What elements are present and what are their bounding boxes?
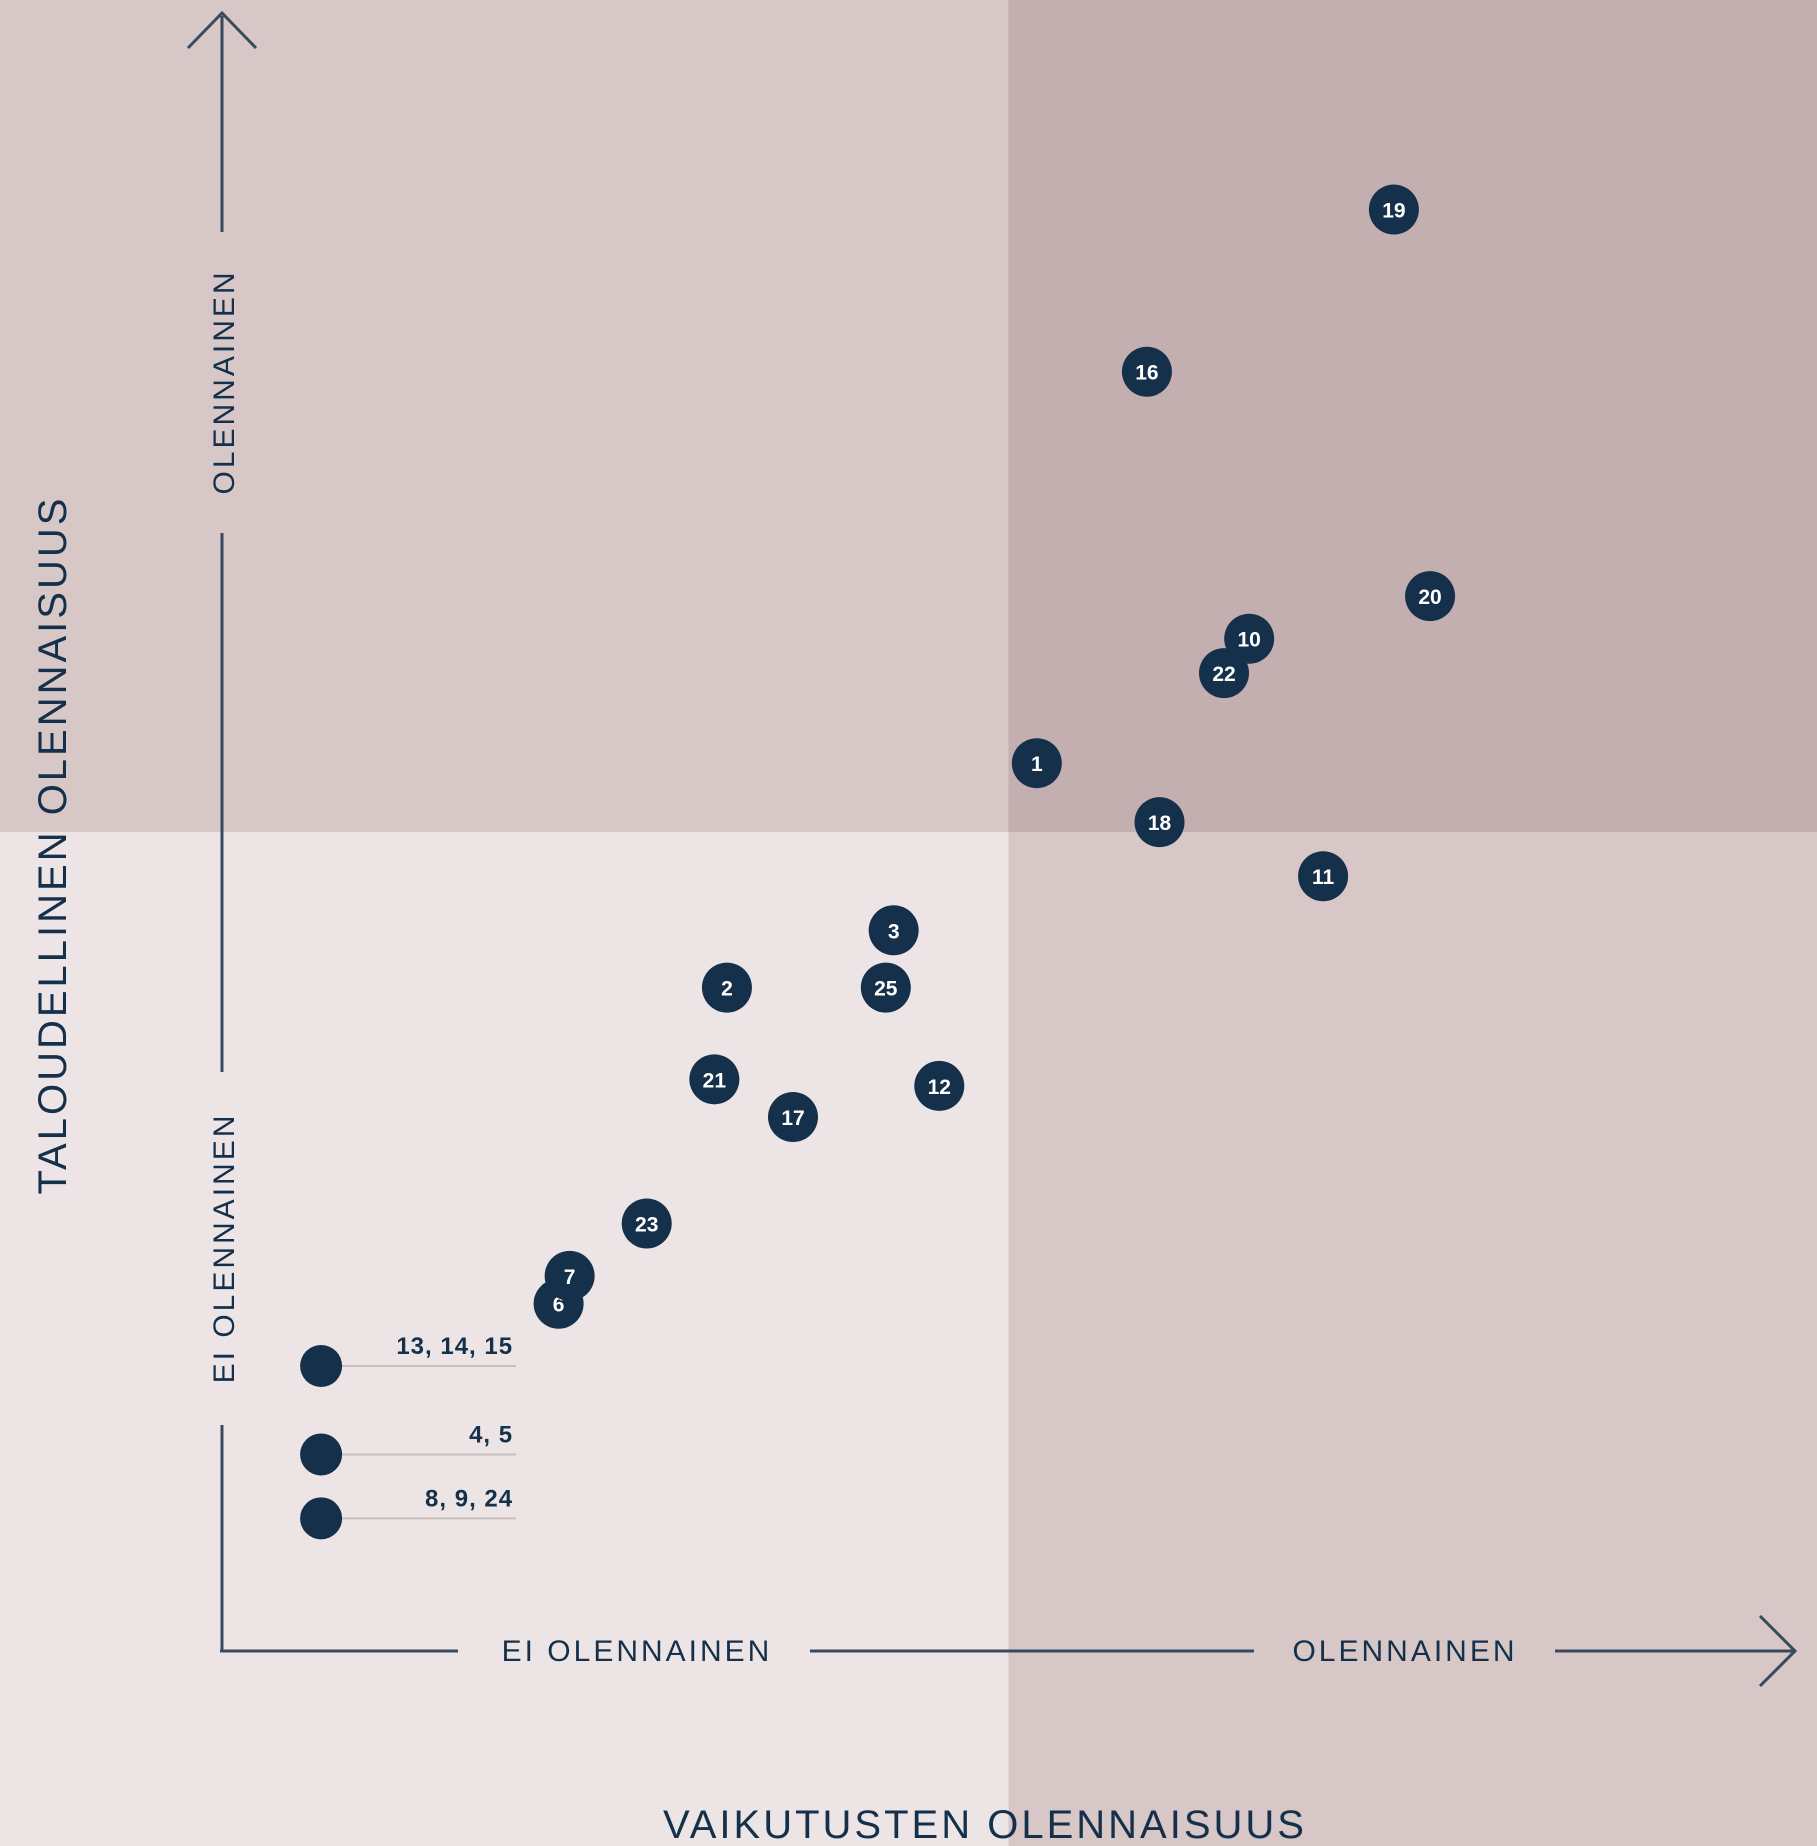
y-axis (186, 10, 258, 1651)
data-point (1134, 797, 1185, 848)
data-point (1121, 346, 1172, 397)
data-point (1199, 648, 1250, 699)
quadrant-double-material (1008, 0, 1817, 832)
group-point (300, 1344, 343, 1387)
data-point (689, 1054, 740, 1105)
data-point (701, 962, 752, 1013)
x-axis-high-label: OLENNAINEN (1292, 1635, 1517, 1668)
data-point-label: 23 (635, 1213, 658, 1236)
data-point (621, 1198, 672, 1249)
data-point (1298, 851, 1349, 902)
x-axis-arrowhead (1758, 1614, 1798, 1688)
data-point (914, 1060, 965, 1111)
data-point-label: 1 (1031, 753, 1043, 776)
data-point (860, 962, 911, 1013)
data-point-label: 16 (1135, 362, 1158, 385)
group-point (300, 1497, 343, 1540)
data-point-label: 11 (1312, 866, 1335, 889)
data-point (1011, 738, 1062, 789)
group-point (300, 1433, 343, 1476)
data-point-label: 3 (888, 920, 900, 943)
data-point (868, 905, 919, 956)
x-axis (220, 1614, 1798, 1688)
data-point-label: 22 (1212, 663, 1235, 686)
data-point (1405, 571, 1456, 622)
data-point-label: 2 (721, 978, 733, 1001)
data-point-label: 10 (1237, 629, 1260, 652)
y-axis-high-label: OLENNAINEN (208, 269, 241, 494)
data-point (1368, 184, 1419, 235)
group-label: 8, 9, 24 (425, 1485, 513, 1512)
data-point-label: 25 (874, 978, 898, 1001)
quadrant-impact-only (1008, 832, 1817, 1846)
data-point (767, 1092, 818, 1143)
data-point-label: 6 (553, 1294, 565, 1317)
group-label: 13, 14, 15 (396, 1333, 513, 1360)
data-point (1224, 613, 1275, 664)
y-axis-title: TALOUDELLINEN OLENNAISUUS (31, 496, 75, 1195)
data-point (544, 1250, 595, 1301)
data-point-label: 12 (928, 1076, 951, 1099)
x-axis-title: VAIKUTUSTEN OLENNAISUUS (663, 1803, 1307, 1846)
data-point-label: 19 (1382, 200, 1405, 223)
data-point-label: 7 (564, 1266, 576, 1289)
y-axis-arrowhead (186, 10, 258, 50)
grouped-points: 13, 14, 15 4, 5 8, 9, 24 (300, 1333, 517, 1540)
data-point-label: 21 (703, 1069, 727, 1092)
data-point-label: 18 (1148, 812, 1172, 835)
group-label: 4, 5 (469, 1421, 513, 1448)
quadrant-financial-only (0, 0, 1009, 832)
x-axis-low-label: EI OLENNAINEN (502, 1635, 773, 1668)
y-axis-low-label: EI OLENNAINEN (208, 1113, 241, 1384)
data-point-label: 20 (1418, 586, 1441, 609)
data-point-label: 17 (781, 1107, 804, 1130)
